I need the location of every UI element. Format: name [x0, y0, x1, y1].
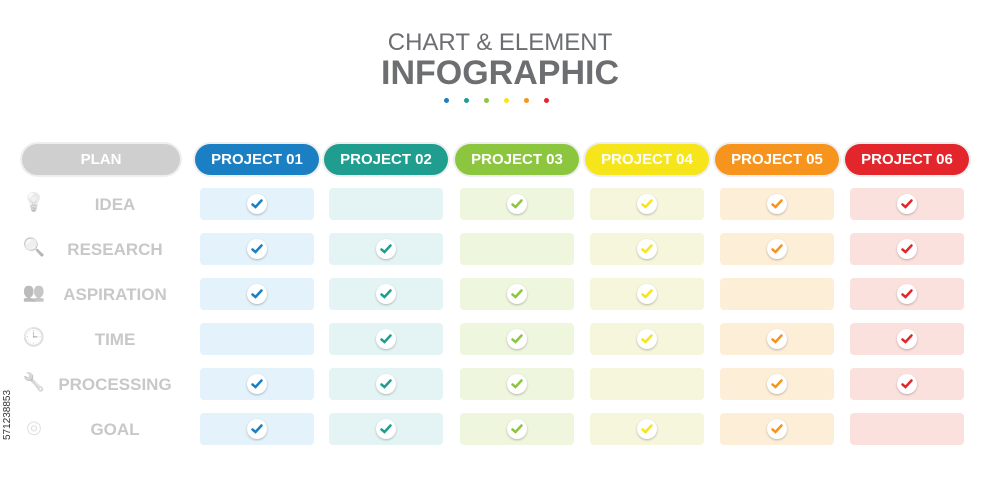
check-icon [507, 374, 527, 394]
row-label: GOAL [90, 420, 140, 439]
matrix-cell [460, 278, 574, 310]
check-icon [767, 329, 787, 349]
matrix-cell [720, 413, 834, 445]
matrix-cell [590, 233, 704, 265]
matrix-cell [329, 188, 443, 220]
check-icon [247, 194, 267, 214]
check-icon [376, 284, 396, 304]
matrix-cell [850, 368, 964, 400]
project-header: PROJECT 06 [845, 144, 969, 175]
matrix-cell [850, 188, 964, 220]
matrix-cell [590, 278, 704, 310]
row-label: RESEARCH [67, 240, 163, 259]
matrix-cell [329, 233, 443, 265]
matrix-cell [460, 233, 574, 265]
check-icon [247, 239, 267, 259]
check-icon [897, 239, 917, 259]
color-dot [544, 98, 549, 103]
check-icon [637, 194, 657, 214]
clock-icon: 🕒 [22, 327, 46, 347]
matrix-cell [200, 323, 314, 355]
matrix-cell [850, 413, 964, 445]
color-dot [464, 98, 469, 103]
check-icon [247, 284, 267, 304]
matrix-cell [720, 368, 834, 400]
plan-header: PLAN [22, 144, 180, 175]
matrix-cell [200, 278, 314, 310]
project-header: PROJECT 01 [195, 144, 319, 175]
color-dot [524, 98, 529, 103]
matrix-cell [460, 323, 574, 355]
title-line2: INFOGRAPHIC [381, 54, 619, 92]
check-icon [897, 194, 917, 214]
check-icon [897, 284, 917, 304]
project-header: PROJECT 03 [455, 144, 579, 175]
matrix-cell [720, 233, 834, 265]
matrix-cell [460, 368, 574, 400]
row-label: IDEA [94, 195, 136, 214]
target-icon: ◎ [26, 417, 42, 437]
magnifier-chart-icon: 🔍 [22, 237, 46, 257]
matrix-cell [720, 278, 834, 310]
check-icon [637, 239, 657, 259]
matrix-cell [850, 233, 964, 265]
matrix-cell [850, 278, 964, 310]
people-speech-icon: 👥 [22, 282, 46, 302]
lightbulb-icon: 💡 [22, 192, 46, 212]
row-label: TIME [94, 330, 136, 349]
matrix-cell [200, 413, 314, 445]
title-line1: CHART & ELEMENT [387, 29, 613, 56]
matrix-cell [329, 413, 443, 445]
check-icon [767, 419, 787, 439]
matrix-cell [590, 188, 704, 220]
matrix-cell [329, 278, 443, 310]
matrix-cell [590, 323, 704, 355]
matrix-cell [460, 188, 574, 220]
check-icon [507, 329, 527, 349]
check-icon [376, 419, 396, 439]
check-icon [767, 374, 787, 394]
check-icon [376, 239, 396, 259]
matrix-cell [720, 188, 834, 220]
matrix-cell [720, 323, 834, 355]
check-icon [767, 194, 787, 214]
matrix-cell [200, 233, 314, 265]
matrix-cell [200, 368, 314, 400]
stock-id: 571238853 [2, 389, 13, 440]
matrix-cell [590, 413, 704, 445]
check-icon [247, 374, 267, 394]
check-icon [637, 284, 657, 304]
wrench-icon: 🔧 [22, 372, 46, 392]
project-header: PROJECT 04 [585, 144, 709, 175]
matrix-cell [329, 323, 443, 355]
check-icon [767, 239, 787, 259]
check-icon [637, 419, 657, 439]
matrix-cell [460, 413, 574, 445]
check-icon [376, 329, 396, 349]
check-icon [897, 374, 917, 394]
row-label: ASPIRATION [63, 285, 167, 304]
color-dot [484, 98, 489, 103]
matrix-cell [329, 368, 443, 400]
project-header: PROJECT 05 [715, 144, 839, 175]
matrix-cell [850, 323, 964, 355]
matrix-cell [200, 188, 314, 220]
color-dot [444, 98, 449, 103]
check-icon [507, 419, 527, 439]
check-icon [507, 284, 527, 304]
check-icon [637, 329, 657, 349]
check-icon [247, 419, 267, 439]
check-icon [376, 374, 396, 394]
row-label: PROCESSING [58, 375, 172, 394]
check-icon [897, 329, 917, 349]
check-icon [507, 194, 527, 214]
matrix-cell [590, 368, 704, 400]
color-dot [504, 98, 509, 103]
project-header: PROJECT 02 [324, 144, 448, 175]
